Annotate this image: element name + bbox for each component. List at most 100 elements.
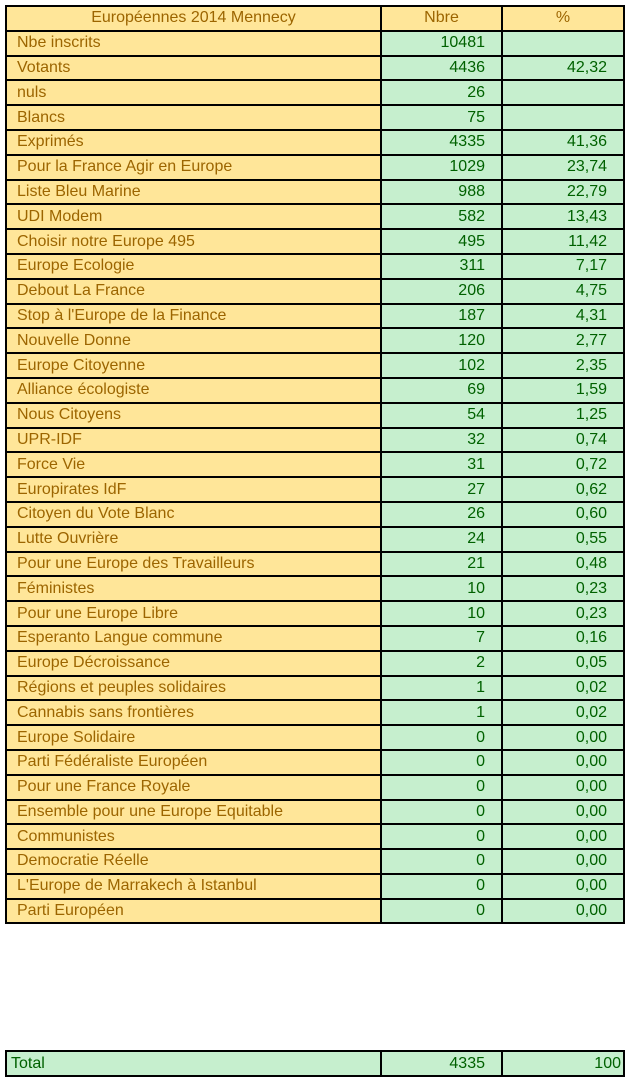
row-label-cell[interactable]: Debout La France <box>5 277 382 305</box>
row-count-cell[interactable]: 75 <box>380 104 503 131</box>
row-pct-cell[interactable]: 1,25 <box>501 401 625 429</box>
row-label-cell[interactable]: Pour la France Agir en Europe <box>5 153 382 181</box>
row-pct-cell[interactable]: 0,02 <box>501 699 625 727</box>
row-pct-cell[interactable]: 22,79 <box>501 178 625 206</box>
row-label-cell[interactable]: UDI Modem <box>5 203 382 231</box>
row-label-cell[interactable]: Europe Ecologie <box>5 252 382 280</box>
row-label-cell[interactable]: Lutte Ouvrière <box>5 525 382 553</box>
row-pct-cell[interactable]: 0,00 <box>501 724 625 751</box>
row-count-cell[interactable]: 24 <box>380 525 503 553</box>
row-pct-cell[interactable]: 0,72 <box>501 451 625 479</box>
row-count-cell[interactable]: 0 <box>380 848 503 875</box>
row-pct-cell[interactable]: 0,00 <box>501 748 625 776</box>
row-pct-cell[interactable]: 0,16 <box>501 624 625 652</box>
row-pct-cell[interactable] <box>501 79 625 107</box>
row-label-cell[interactable]: Nous Citoyens <box>5 401 382 429</box>
row-pct-cell[interactable]: 0,00 <box>501 773 625 801</box>
row-label-cell[interactable]: Communistes <box>5 823 382 851</box>
row-label-cell[interactable]: Ensemble pour une Europe Equitable <box>5 798 382 826</box>
row-label-cell[interactable]: Parti Fédéraliste Européen <box>5 748 382 776</box>
row-pct-cell[interactable]: 41,36 <box>501 128 625 156</box>
row-count-cell[interactable]: 0 <box>380 798 503 826</box>
header-count[interactable]: Nbre <box>380 5 503 32</box>
row-count-cell[interactable]: 495 <box>380 228 503 255</box>
row-pct-cell[interactable]: 0,00 <box>501 823 625 851</box>
row-pct-cell[interactable]: 0,55 <box>501 525 625 553</box>
row-pct-cell[interactable]: 42,32 <box>501 54 625 82</box>
row-label-cell[interactable]: Europe Solidaire <box>5 724 382 751</box>
row-label-cell[interactable]: Cannabis sans frontières <box>5 699 382 727</box>
row-count-cell[interactable]: 1029 <box>380 153 503 181</box>
row-pct-cell[interactable]: 0,00 <box>501 872 625 900</box>
row-label-cell[interactable]: Stop à l'Europe de la Finance <box>5 302 382 330</box>
row-label-cell[interactable]: Parti Européen <box>5 897 382 925</box>
row-label-cell[interactable]: Pour une France Royale <box>5 773 382 801</box>
row-count-cell[interactable]: 582 <box>380 203 503 231</box>
row-count-cell[interactable]: 0 <box>380 748 503 776</box>
row-count-cell[interactable]: 27 <box>380 476 503 503</box>
row-pct-cell[interactable]: 0,05 <box>501 649 625 677</box>
row-label-cell[interactable]: Esperanto Langue commune <box>5 624 382 652</box>
row-pct-cell[interactable]: 13,43 <box>501 203 625 231</box>
row-label-cell[interactable]: Europirates IdF <box>5 476 382 503</box>
row-pct-cell[interactable]: 0,74 <box>501 426 625 454</box>
header-pct[interactable]: % <box>501 5 625 32</box>
row-label-cell[interactable]: Citoyen du Vote Blanc <box>5 500 382 528</box>
row-count-cell[interactable]: 187 <box>380 302 503 330</box>
row-label-cell[interactable]: Pour une Europe des Travailleurs <box>5 550 382 578</box>
row-pct-cell[interactable]: 0,23 <box>501 600 625 627</box>
row-count-cell[interactable]: 1 <box>380 699 503 727</box>
row-label-cell[interactable]: Democratie Réelle <box>5 848 382 875</box>
row-label-cell[interactable]: Europe Décroissance <box>5 649 382 677</box>
row-count-cell[interactable]: 102 <box>380 352 503 379</box>
row-label-cell[interactable]: Nouvelle Donne <box>5 327 382 355</box>
row-count-cell[interactable]: 1 <box>380 674 503 702</box>
row-pct-cell[interactable]: 0,48 <box>501 550 625 578</box>
row-count-cell[interactable]: 21 <box>380 550 503 578</box>
row-pct-cell[interactable]: 0,62 <box>501 476 625 503</box>
row-count-cell[interactable]: 988 <box>380 178 503 206</box>
row-count-cell[interactable]: 10 <box>380 600 503 627</box>
row-count-cell[interactable]: 4436 <box>380 54 503 82</box>
row-pct-cell[interactable]: 0,60 <box>501 500 625 528</box>
row-pct-cell[interactable]: 2,77 <box>501 327 625 355</box>
row-count-cell[interactable]: 26 <box>380 500 503 528</box>
row-label-cell[interactable]: L'Europe de Marrakech à Istanbul <box>5 872 382 900</box>
total-count[interactable]: 4335 <box>380 1050 503 1077</box>
row-label-cell[interactable]: Nbe inscrits <box>5 29 382 57</box>
row-pct-cell[interactable]: 0,00 <box>501 897 625 925</box>
row-pct-cell[interactable] <box>501 104 625 131</box>
row-count-cell[interactable]: 10481 <box>380 29 503 57</box>
row-pct-cell[interactable]: 0,00 <box>501 798 625 826</box>
row-pct-cell[interactable]: 4,31 <box>501 302 625 330</box>
row-count-cell[interactable]: 31 <box>380 451 503 479</box>
row-count-cell[interactable]: 2 <box>380 649 503 677</box>
row-count-cell[interactable]: 10 <box>380 575 503 603</box>
row-count-cell[interactable]: 0 <box>380 897 503 925</box>
row-count-cell[interactable]: 26 <box>380 79 503 107</box>
row-label-cell[interactable]: UPR-IDF <box>5 426 382 454</box>
row-pct-cell[interactable]: 0,02 <box>501 674 625 702</box>
row-label-cell[interactable]: Pour une Europe Libre <box>5 600 382 627</box>
row-pct-cell[interactable]: 0,00 <box>501 848 625 875</box>
row-pct-cell[interactable] <box>501 29 625 57</box>
row-pct-cell[interactable]: 23,74 <box>501 153 625 181</box>
total-pct[interactable]: 100 <box>501 1050 625 1077</box>
row-label-cell[interactable]: Votants <box>5 54 382 82</box>
row-count-cell[interactable]: 206 <box>380 277 503 305</box>
row-label-cell[interactable]: Exprimés <box>5 128 382 156</box>
row-count-cell[interactable]: 0 <box>380 823 503 851</box>
row-pct-cell[interactable]: 2,35 <box>501 352 625 379</box>
row-pct-cell[interactable]: 1,59 <box>501 376 625 404</box>
row-count-cell[interactable]: 120 <box>380 327 503 355</box>
row-count-cell[interactable]: 7 <box>380 624 503 652</box>
row-label-cell[interactable]: nuls <box>5 79 382 107</box>
row-pct-cell[interactable]: 0,23 <box>501 575 625 603</box>
row-label-cell[interactable]: Alliance écologiste <box>5 376 382 404</box>
row-pct-cell[interactable]: 7,17 <box>501 252 625 280</box>
header-title[interactable]: Européennes 2014 Mennecy <box>5 5 382 32</box>
row-count-cell[interactable]: 32 <box>380 426 503 454</box>
row-count-cell[interactable]: 311 <box>380 252 503 280</box>
row-count-cell[interactable]: 0 <box>380 773 503 801</box>
row-count-cell[interactable]: 54 <box>380 401 503 429</box>
